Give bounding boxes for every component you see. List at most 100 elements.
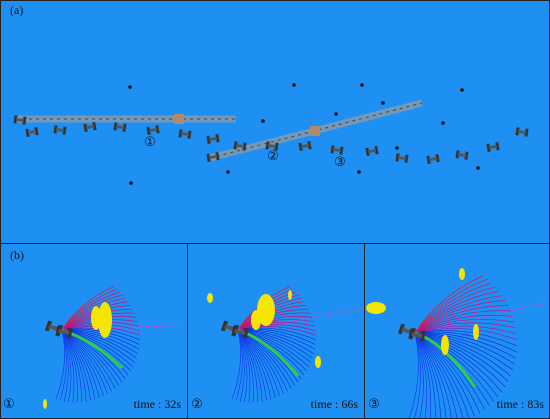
obstacle: [441, 121, 445, 125]
obstacle: [128, 85, 132, 89]
vehicle: [233, 141, 247, 151]
vehicle-wheel: [455, 150, 460, 159]
vehicle: [408, 328, 426, 342]
vehicle-wheel: [408, 328, 415, 340]
vehicle: [486, 142, 500, 152]
vehicle-body: [517, 129, 527, 135]
vehicle-body: [367, 148, 377, 154]
vehicle-wheel: [220, 320, 229, 332]
vehicle: [330, 145, 344, 155]
trajectory: [61, 329, 91, 401]
vehicle: [53, 125, 67, 135]
trajectory: [61, 329, 69, 402]
obstacle-zone: [257, 294, 275, 326]
trajectory: [414, 295, 503, 334]
vehicle-body: [208, 154, 218, 160]
vehicle: [426, 154, 440, 164]
trajectory: [61, 329, 104, 397]
trajectory: [414, 305, 509, 334]
trajectory: [59, 329, 67, 401]
trajectory: [237, 329, 280, 397]
vehicle-wheel: [298, 142, 303, 151]
vehicle: [395, 153, 409, 163]
marker: ③: [334, 154, 346, 169]
marker: ①: [3, 396, 15, 411]
vehicle-body: [208, 136, 218, 142]
obstacle-zone: [441, 335, 449, 355]
vehicle-wheel: [395, 153, 400, 162]
time-label: time : 83s: [497, 397, 545, 411]
vehicle-wheel: [231, 325, 238, 337]
vehicle-wheel: [34, 127, 39, 136]
trajectory: [414, 286, 496, 334]
vehicle-wheel: [44, 320, 53, 332]
vehicle-body: [58, 329, 70, 335]
trajectory: [237, 329, 267, 401]
trajectory: [61, 329, 78, 403]
vehicle-body: [235, 143, 245, 149]
trajectory: [414, 328, 518, 341]
vehicle-wheel: [215, 152, 220, 161]
vehicle-body: [85, 124, 95, 130]
trajectory: [414, 332, 509, 382]
vehicle-wheel: [146, 126, 151, 135]
vehicle: [206, 152, 220, 162]
obstacle: [129, 181, 133, 185]
trajectory: [414, 319, 515, 334]
vehicle-wheel: [83, 123, 88, 132]
vehicle-wheel: [178, 129, 183, 138]
vehicle-wheel: [66, 327, 73, 339]
vehicle-wheel: [397, 323, 406, 335]
trajectory: [414, 275, 484, 334]
vehicle-wheel: [242, 142, 247, 151]
vehicle-body: [267, 143, 277, 149]
vehicle-wheel: [524, 128, 529, 137]
obstacle: [226, 170, 230, 174]
marker: ①: [144, 134, 156, 149]
vehicle-wheel: [122, 123, 127, 132]
trajectory: [237, 329, 276, 398]
vehicle-wheel: [53, 125, 58, 134]
trajectory: [414, 282, 492, 334]
panel-label: (a): [10, 3, 23, 17]
trajectory: [414, 314, 513, 334]
robot-highlight: [310, 126, 320, 136]
vehicle-wheel: [495, 142, 500, 151]
trajectory: [414, 332, 452, 418]
vehicle-wheel: [206, 153, 211, 162]
obstacle: [334, 112, 338, 116]
trajectory: [414, 322, 516, 334]
vehicle: [455, 150, 469, 160]
trajectory: [61, 329, 72, 403]
vehicle: [83, 122, 97, 132]
obstacle: [381, 101, 385, 105]
vehicle: [25, 127, 39, 137]
trajectory: [408, 332, 419, 418]
vehicle: [265, 141, 279, 151]
time-label: time : 66s: [311, 397, 359, 411]
vehicle-body: [397, 155, 407, 161]
vehicle-wheel: [62, 126, 67, 135]
vehicle-body: [15, 117, 25, 123]
vehicle-wheel: [419, 330, 426, 342]
vehicle-wheel: [339, 146, 344, 155]
obstacle-zone: [366, 302, 386, 314]
vehicle-wheel: [265, 141, 270, 150]
trajectory: [414, 332, 436, 418]
panel-b1-bg: [0, 243, 188, 419]
trajectory: [237, 329, 251, 403]
obstacle: [261, 119, 265, 123]
trajectory: [61, 329, 87, 402]
trajectory: [55, 329, 65, 400]
vehicle: [365, 146, 379, 156]
trajectory: [61, 329, 82, 403]
trajectory: [414, 332, 432, 418]
trajectory: [414, 332, 517, 359]
panel-label: (b): [10, 248, 24, 262]
vehicle-body: [115, 124, 125, 130]
vehicle-body: [180, 131, 190, 137]
vehicle-body: [234, 329, 246, 335]
obstacle: [476, 166, 480, 170]
obstacle: [360, 83, 364, 87]
vehicle-wheel: [233, 141, 238, 150]
